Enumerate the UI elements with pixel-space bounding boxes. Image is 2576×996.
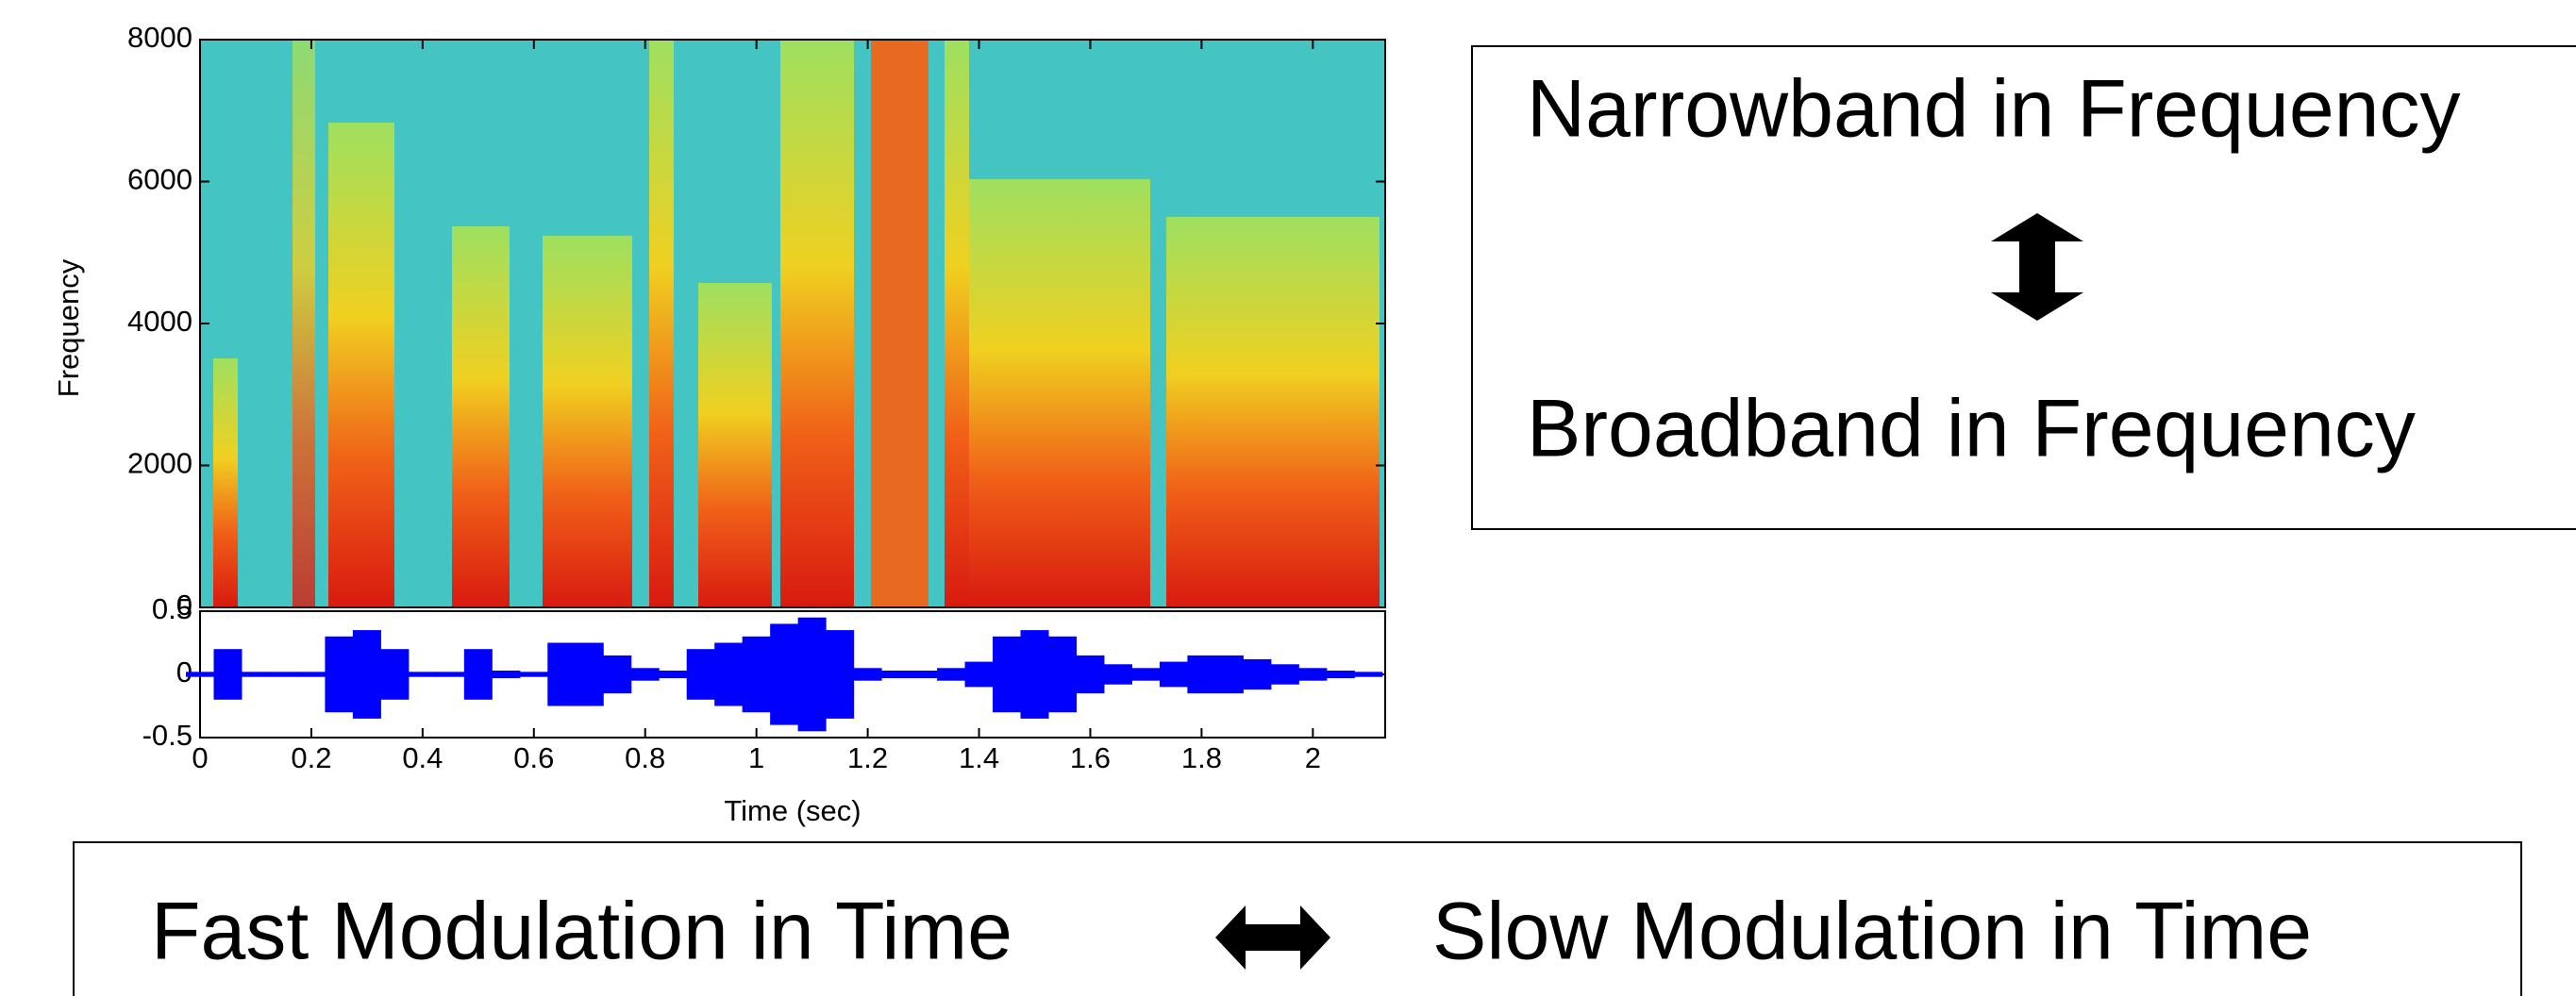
time-box — [73, 841, 2522, 996]
x-tick-label: 1.8 — [1181, 741, 1222, 774]
waveform-envelope — [853, 668, 882, 681]
waveform-envelope — [1270, 664, 1299, 685]
voiced-band — [213, 358, 238, 607]
waveform-envelope — [1354, 672, 1383, 677]
annotation: Fast Modulation in Time — [151, 887, 1012, 977]
waveform-envelope — [1243, 658, 1272, 690]
x-tick-label: 0 — [192, 741, 208, 774]
voiced-band — [1166, 217, 1380, 607]
voiced-band — [293, 40, 315, 607]
y-tick-label: 0 — [176, 656, 192, 689]
waveform-envelope — [269, 672, 298, 677]
waveform-envelope — [964, 661, 994, 688]
y-axis-label: Frequency — [52, 258, 85, 397]
x-tick-label: 1.4 — [959, 741, 999, 774]
annotation: Slow Modulation in Time — [1432, 887, 2312, 977]
waveform-envelope — [463, 649, 493, 700]
waveform-envelope — [296, 672, 326, 677]
waveform-envelope — [630, 668, 660, 681]
waveform-envelope — [1187, 655, 1216, 694]
waveform-envelope — [770, 623, 799, 725]
waveform-envelope — [742, 636, 771, 713]
waveform-envelope — [1159, 661, 1188, 688]
waveform-envelope — [714, 642, 744, 706]
waveform-envelope — [1326, 670, 1355, 679]
waveform-envelope — [1103, 664, 1132, 685]
x-tick-label: 1.2 — [847, 741, 888, 774]
y-tick-label: 2000 — [127, 447, 192, 480]
y-tick-label: -0.5 — [142, 719, 192, 752]
waveform-envelope — [547, 642, 577, 706]
annotation: Narrowband in Frequency — [1527, 64, 2461, 155]
waveform-envelope — [603, 655, 632, 694]
x-tick-label: 0.2 — [291, 741, 331, 774]
waveform-envelope — [213, 649, 243, 700]
voiced-band — [871, 40, 928, 607]
voiced-band — [698, 283, 772, 607]
waveform-envelope — [1076, 655, 1105, 694]
y-tick-label: 6000 — [127, 163, 192, 196]
y-tick-label: 8000 — [127, 21, 192, 54]
waveform-envelope — [686, 649, 715, 700]
x-tick-label: 2 — [1305, 741, 1321, 774]
y-tick-label: 0.5 — [152, 592, 192, 625]
waveform-envelope — [492, 670, 521, 679]
waveform-envelope — [436, 672, 465, 677]
voiced-band — [969, 179, 1150, 607]
vertical-double-arrow — [1991, 213, 2083, 321]
waveform-envelope — [352, 630, 381, 719]
voiced-band — [452, 226, 510, 607]
waveform-envelope — [408, 672, 437, 677]
x-tick-label: 0.6 — [513, 741, 554, 774]
waveform-envelope — [937, 668, 966, 681]
waveform-envelope — [909, 670, 938, 679]
waveform-envelope — [881, 670, 911, 679]
voiced-band — [649, 40, 674, 607]
x-tick-label: 0.8 — [625, 741, 665, 774]
voiced-band — [543, 236, 632, 607]
waveform-envelope — [575, 642, 604, 706]
horizontal-double-arrow — [1215, 905, 1330, 970]
waveform-envelope — [241, 672, 270, 677]
x-axis-label: Time (sec) — [724, 794, 861, 827]
waveform-envelope — [1131, 668, 1161, 681]
y-tick-label: 4000 — [127, 305, 192, 338]
waveform-envelope — [993, 636, 1022, 713]
x-tick-label: 1 — [748, 741, 764, 774]
waveform-envelope — [797, 617, 827, 732]
waveform-envelope — [1020, 630, 1049, 719]
x-tick-label: 0.4 — [402, 741, 443, 774]
waveform-envelope — [380, 649, 410, 700]
waveform-envelope — [1298, 668, 1328, 681]
waveform-envelope — [186, 672, 214, 677]
waveform-envelope — [826, 630, 855, 719]
voiced-band — [328, 123, 394, 607]
y-tick-label: 0 — [176, 589, 192, 622]
voiced-band — [780, 40, 854, 607]
x-tick-label: 1.6 — [1070, 741, 1111, 774]
waveform-envelope — [1214, 655, 1244, 694]
voiced-band — [945, 40, 969, 607]
waveform-envelope — [325, 636, 354, 713]
waveform-envelope — [519, 672, 548, 677]
waveform-envelope — [1047, 636, 1077, 713]
waveform-envelope — [659, 670, 688, 679]
spectrogram-image — [199, 39, 1386, 608]
annotation: Broadband in Frequency — [1527, 384, 2416, 474]
